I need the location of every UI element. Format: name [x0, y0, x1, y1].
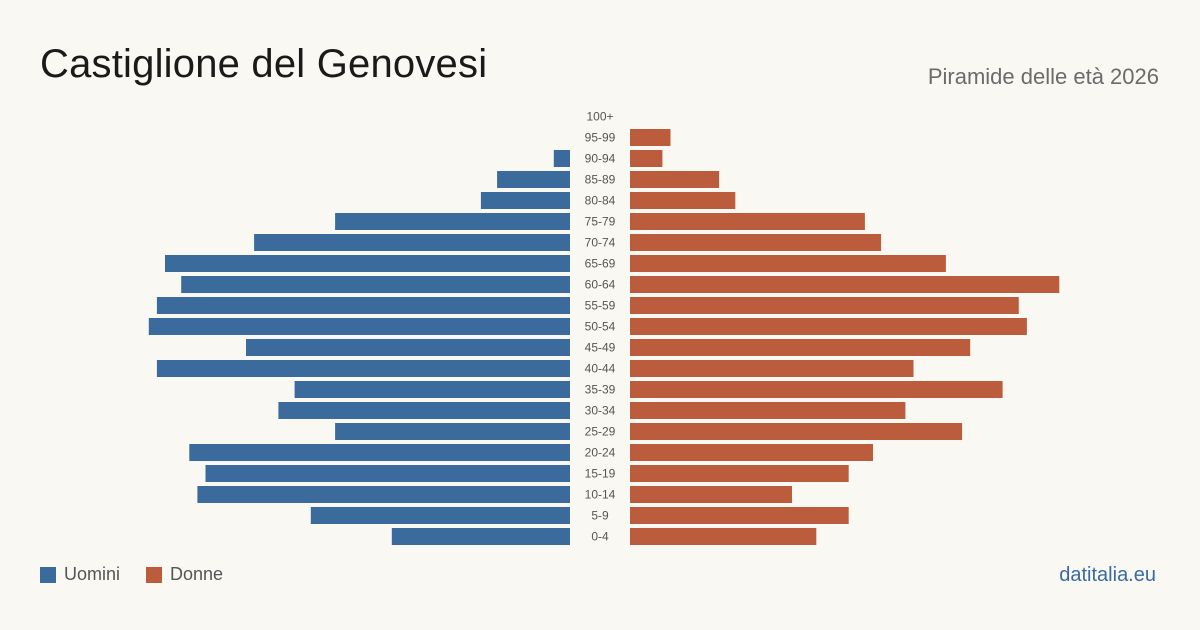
legend: Uomini Donne — [40, 564, 249, 585]
bar-men-30-34 — [278, 402, 570, 419]
legend-swatch-women — [146, 566, 163, 583]
bar-women-80-84 — [630, 192, 736, 209]
bar-women-0-4 — [630, 528, 817, 545]
bar-women-90-94 — [630, 150, 663, 167]
chart-subtitle: Piramide delle età 2026 — [927, 64, 1159, 89]
age-label-15-19: 15-19 — [585, 467, 616, 481]
age-labels: 100+ 95-99 90-94 85-89 80-84 75-79 70-74 65-69 6… — [585, 110, 616, 544]
age-label-55-59: 55-59 — [585, 299, 616, 313]
bar-women-55-59 — [630, 297, 1019, 314]
bar-women-85-89 — [630, 171, 720, 188]
age-label-45-49: 45-49 — [585, 341, 616, 355]
legend-swatch-men — [40, 566, 56, 583]
age-label-35-39: 35-39 — [585, 383, 616, 397]
bar-men-60-64 — [181, 276, 570, 293]
bar-men-20-24 — [189, 444, 571, 461]
age-label-60-64: 60-64 — [585, 278, 616, 292]
bar-men-25-29 — [335, 423, 570, 440]
age-label-100+: 100+ — [586, 110, 613, 124]
age-label-65-69: 65-69 — [585, 257, 616, 271]
bar-men-50-54 — [148, 318, 571, 335]
brand-link[interactable]: datitalia.eu — [1059, 564, 1156, 586]
page-title: Castiglione del Genovesi — [40, 42, 488, 86]
bar-men-65-69 — [165, 255, 570, 272]
bar-women-45-49 — [630, 339, 971, 356]
age-label-10-14: 10-14 — [585, 488, 616, 502]
bar-women-75-79 — [630, 213, 865, 230]
bar-women-60-64 — [630, 276, 1060, 293]
bar-men-15-19 — [205, 465, 570, 482]
bar-women-5-9 — [630, 507, 849, 524]
bar-women-70-74 — [630, 234, 882, 251]
bar-women-35-39 — [630, 381, 1003, 398]
age-label-25-29: 25-29 — [585, 425, 616, 439]
bar-men-85-89 — [497, 171, 570, 188]
bar-men-5-9 — [310, 507, 570, 524]
age-label-40-44: 40-44 — [585, 362, 616, 376]
legend-item-women: Donne — [146, 564, 223, 585]
age-label-80-84: 80-84 — [585, 194, 616, 208]
bar-men-55-59 — [156, 297, 570, 314]
age-label-0-4: 0-4 — [591, 530, 609, 544]
women-bars — [630, 129, 1060, 545]
bar-women-40-44 — [630, 360, 914, 377]
bar-women-15-19 — [630, 465, 849, 482]
bar-women-50-54 — [630, 318, 1027, 335]
age-label-70-74: 70-74 — [585, 236, 616, 250]
bar-women-65-69 — [630, 255, 946, 272]
bar-men-45-49 — [246, 339, 570, 356]
bar-men-0-4 — [391, 528, 570, 545]
age-label-20-24: 20-24 — [585, 446, 616, 460]
bar-men-40-44 — [156, 360, 570, 377]
men-bars — [148, 150, 571, 545]
bar-women-95-99 — [630, 129, 671, 146]
bar-men-70-74 — [254, 234, 570, 251]
legend-label-men: Uomini — [64, 564, 121, 584]
age-label-95-99: 95-99 — [585, 131, 616, 145]
legend-label-women: Donne — [170, 564, 224, 584]
age-label-85-89: 85-89 — [585, 173, 616, 187]
bar-women-30-34 — [630, 402, 906, 419]
bar-women-20-24 — [630, 444, 873, 461]
legend-item-men: Uomini — [40, 564, 120, 585]
bar-men-75-79 — [335, 213, 570, 230]
age-label-5-9: 5-9 — [591, 509, 609, 523]
bar-men-80-84 — [480, 192, 570, 209]
bar-women-25-29 — [630, 423, 963, 440]
bar-men-90-94 — [553, 150, 570, 167]
bar-men-35-39 — [294, 381, 570, 398]
age-label-90-94: 90-94 — [585, 152, 616, 166]
bar-women-10-14 — [630, 486, 792, 503]
age-label-75-79: 75-79 — [585, 215, 616, 229]
age-label-30-34: 30-34 — [585, 404, 616, 418]
age-label-50-54: 50-54 — [585, 320, 616, 334]
bar-men-10-14 — [197, 486, 570, 503]
